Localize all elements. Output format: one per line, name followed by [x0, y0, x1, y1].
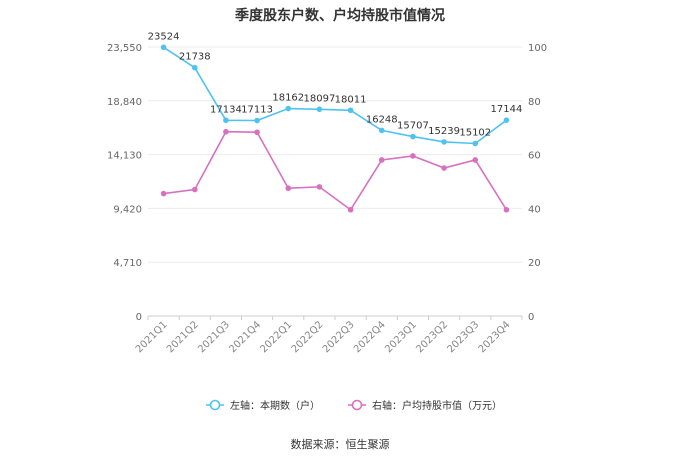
- series-1-point: [441, 139, 447, 145]
- left-axis-tick-label: 18,840: [107, 97, 142, 108]
- series-1-point: [254, 117, 260, 124]
- x-tick-label: 2021Q2: [165, 319, 201, 355]
- x-tick-label: 2023Q2: [414, 319, 450, 355]
- right-axis-tick-label: 100: [528, 43, 547, 54]
- series-1-point: [378, 127, 385, 134]
- series-2-point: [472, 157, 479, 163]
- series-1-point: [472, 140, 479, 147]
- data-label: 18011: [335, 94, 367, 105]
- data-label: 18162: [272, 93, 304, 104]
- x-tick-label: 2022Q3: [321, 319, 357, 355]
- series-2-point: [254, 129, 260, 136]
- legend-label-1: 左轴：本期数（户）: [230, 399, 320, 412]
- left-axis-tick-label: 4,710: [113, 258, 142, 269]
- legend-label-2: 右轴：户均持股市值（万元）: [372, 399, 502, 412]
- series-2-point: [191, 186, 198, 193]
- x-tick-label: 2021Q3: [196, 319, 232, 355]
- data-label: 15707: [397, 121, 429, 132]
- series-2-point: [441, 165, 447, 171]
- left-axis-tick-label: 0: [136, 312, 142, 323]
- data-label: 17113: [241, 105, 273, 116]
- series-2-point: [503, 206, 510, 213]
- data-label: 16248: [366, 114, 398, 125]
- x-tick-label: 2022Q4: [352, 319, 388, 355]
- data-label: 21738: [179, 52, 211, 63]
- series-2-point: [285, 185, 292, 192]
- data-label: 23524: [148, 31, 180, 42]
- x-tick-label: 2022Q2: [290, 319, 326, 355]
- legend-marker-1: [209, 399, 221, 411]
- series-1-point: [410, 133, 416, 140]
- x-tick-label: 2023Q3: [446, 319, 482, 355]
- series-2-point: [223, 128, 229, 135]
- series-1-point: [316, 106, 323, 113]
- x-tick-label: 2023Q4: [477, 319, 513, 355]
- series-1-point: [223, 117, 229, 124]
- series-2-point: [316, 184, 323, 190]
- data-label: 18097: [304, 93, 336, 104]
- right-axis-tick-label: 40: [528, 204, 541, 215]
- left-axis-tick-label: 23,550: [107, 43, 142, 54]
- series-2-point: [410, 153, 416, 159]
- data-source: 数据来源：恒生聚源: [290, 438, 390, 451]
- series-2-point: [378, 157, 385, 163]
- right-axis-tick-label: 20: [528, 258, 541, 269]
- x-tick-label: 2021Q4: [227, 319, 263, 355]
- series-2-point: [160, 190, 167, 197]
- x-tick-label: 2023Q1: [383, 319, 419, 355]
- data-label: 17134: [210, 104, 242, 115]
- right-axis-tick-label: 0: [528, 312, 534, 323]
- series-1-point: [191, 64, 198, 71]
- series-line-1: [163, 46, 507, 145]
- series-line-2: [163, 130, 508, 211]
- series-2-point: [347, 206, 354, 213]
- right-axis-tick-label: 80: [528, 97, 541, 108]
- series-1-point: [503, 117, 510, 123]
- x-tick-label: 2021Q1: [134, 319, 170, 355]
- data-label: 17144: [491, 104, 523, 115]
- left-axis-tick-label: 14,130: [107, 151, 142, 162]
- right-axis-tick-label: 60: [528, 151, 541, 162]
- series-1-point: [347, 107, 354, 114]
- data-label: 15239: [428, 126, 460, 137]
- legend-marker-2: [351, 399, 363, 411]
- series-1-point: [160, 44, 167, 51]
- left-axis-tick-label: 9,420: [113, 204, 142, 215]
- data-label: 15102: [459, 127, 491, 138]
- x-tick-label: 2022Q1: [259, 319, 295, 355]
- series-1-point: [285, 105, 292, 112]
- chart-title: 季度股东户数、户均持股市值情况: [235, 8, 445, 24]
